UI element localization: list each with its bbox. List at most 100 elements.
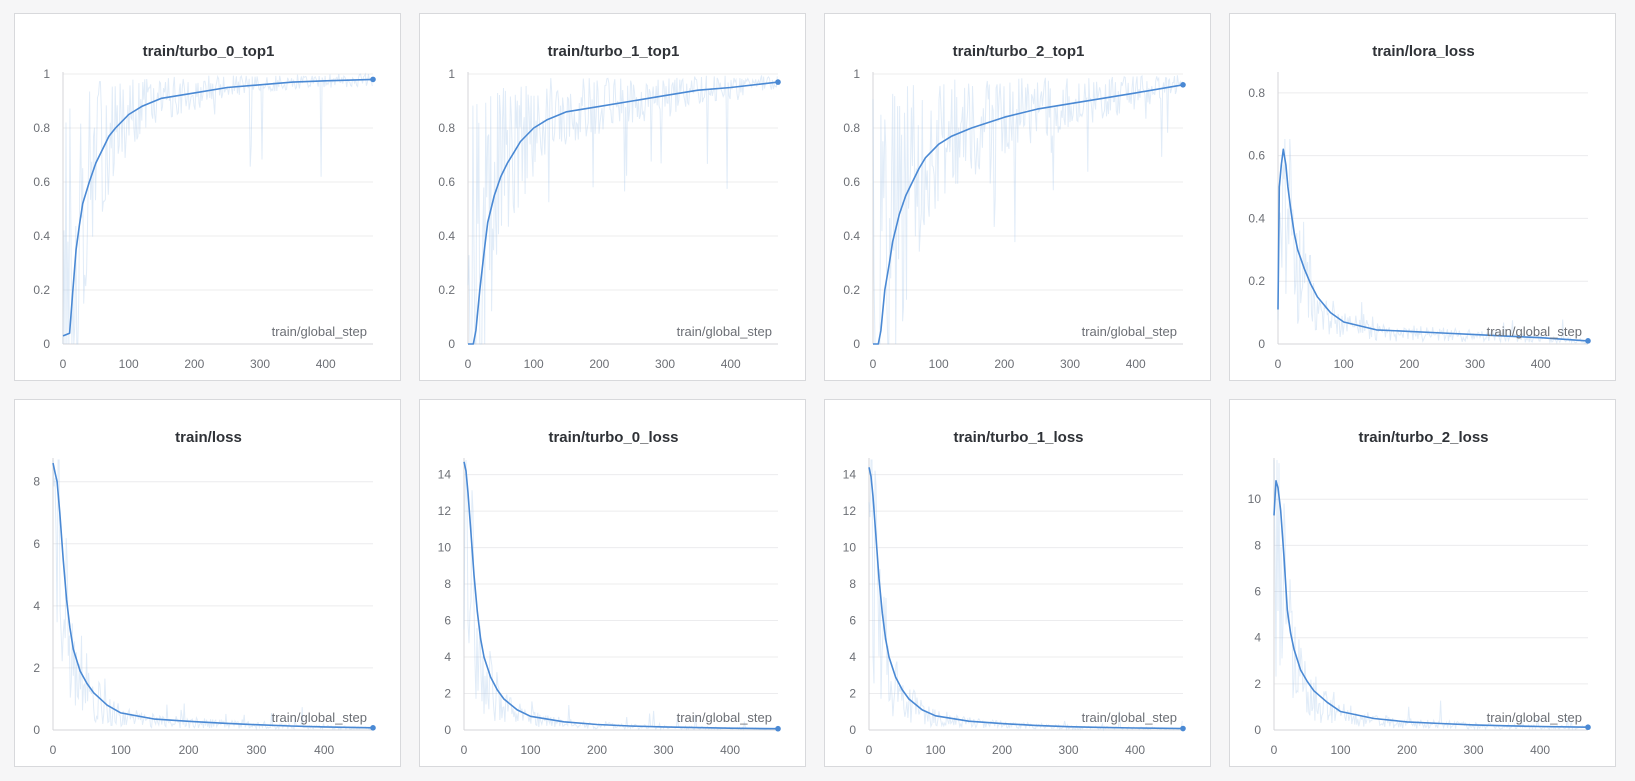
x-tick-label: 300 <box>1059 743 1079 757</box>
chart-panel-turbo-1-top1[interactable]: train/turbo_1_top1 0 0.2 0.4 0.6 0.8 1 0 100 200 3… <box>419 13 806 381</box>
y-tick-label: 0.6 <box>843 175 860 189</box>
y-tick-label: 0.8 <box>33 121 50 135</box>
chart-svg: train/turbo_2_top1 0 0.2 0.4 0.6 0.8 1 0 100 200 3… <box>843 43 1186 371</box>
y-tick-label: 1 <box>43 67 50 81</box>
x-tick-label: 0 <box>1275 357 1282 371</box>
y-tick-label: 8 <box>33 475 40 489</box>
chart-svg: train/turbo_0_loss 0 2 4 6 8 10 12 14 0 100 200 300 4… <box>438 429 781 757</box>
chart-panel-turbo-2-top1[interactable]: train/turbo_2_top1 0 0.2 0.4 0.6 0.8 1 0 100 200 3… <box>824 13 1211 381</box>
raw-series-line <box>52 459 373 731</box>
x-tick-label: 200 <box>589 357 609 371</box>
x-tick-label: 300 <box>654 743 674 757</box>
y-tick-label: 0.2 <box>1248 274 1265 288</box>
y-tick-label: 0.4 <box>438 229 455 243</box>
x-axis-label: train/global_step <box>677 710 772 725</box>
y-tick-label: 6 <box>849 614 856 628</box>
series-end-point[interactable] <box>1585 724 1591 731</box>
smoothed-series-line <box>468 81 779 345</box>
x-tick-label: 400 <box>1125 743 1145 757</box>
smoothed-series-line <box>873 84 1184 345</box>
y-tick-label: 14 <box>843 468 857 482</box>
y-tick-label: 10 <box>843 541 857 555</box>
y-tick-label: 0.8 <box>1248 86 1265 100</box>
chart-svg: train/turbo_1_top1 0 0.2 0.4 0.6 0.8 1 0 100 200 3… <box>438 43 781 371</box>
chart-title: train/turbo_0_top1 <box>143 43 275 60</box>
y-tick-label: 2 <box>849 687 856 701</box>
y-tick-label: 10 <box>1248 492 1262 506</box>
y-tick-label: 12 <box>438 504 452 518</box>
smoothed-series-line <box>62 78 374 337</box>
y-tick-label: 0.8 <box>438 121 455 135</box>
series-end-point[interactable] <box>370 725 376 731</box>
x-tick-label: 400 <box>1126 357 1146 371</box>
chart-title: train/turbo_0_loss <box>548 429 678 446</box>
smoothed-series-line <box>1277 148 1589 342</box>
series-end-point[interactable] <box>775 725 781 732</box>
x-tick-label: 0 <box>870 357 877 371</box>
chart-title: train/lora_loss <box>1372 43 1475 60</box>
x-tick-label: 300 <box>655 357 675 371</box>
x-tick-label: 200 <box>994 357 1014 371</box>
chart-title: train/turbo_2_top1 <box>953 43 1085 60</box>
x-tick-label: 300 <box>1060 357 1080 371</box>
chart-panel-loss[interactable]: train/loss 0 2 4 6 8 0 100 200 300 400 train/global… <box>14 399 401 767</box>
series-end-point[interactable] <box>1180 82 1186 88</box>
y-tick-label: 6 <box>444 614 451 628</box>
x-tick-label: 100 <box>926 743 946 757</box>
x-tick-label: 100 <box>119 357 139 371</box>
chart-svg: train/turbo_0_top1 0 0.2 0.4 0.6 0.8 1 0 100 200 3… <box>33 43 376 371</box>
y-tick-label: 0.4 <box>843 229 860 243</box>
y-tick-label: 12 <box>843 504 857 518</box>
series-end-point[interactable] <box>1585 338 1591 344</box>
x-tick-label: 100 <box>521 743 541 757</box>
y-tick-label: 0.4 <box>1248 211 1265 225</box>
chart-title: train/loss <box>175 429 242 446</box>
series-end-point[interactable] <box>1180 725 1186 732</box>
chart-panel-turbo-0-top1[interactable]: train/turbo_0_top1 0 0.2 0.4 0.6 0.8 1 0 100 200 3… <box>14 13 401 381</box>
chart-panel-turbo-2-loss[interactable]: train/turbo_2_loss 0 2 4 6 8 10 0 100 200 300 400 tr… <box>1229 399 1616 767</box>
chart-title: train/turbo_1_loss <box>953 429 1083 446</box>
y-tick-label: 0.2 <box>843 283 860 297</box>
x-tick-label: 400 <box>720 743 740 757</box>
smoothed-series-line <box>52 462 374 729</box>
chart-panel-lora-loss[interactable]: train/lora_loss 0 0.2 0.4 0.6 0.8 0 100 200 300 40… <box>1229 13 1616 381</box>
y-tick-label: 0 <box>43 337 50 351</box>
x-tick-label: 400 <box>721 357 741 371</box>
x-tick-label: 0 <box>461 743 468 757</box>
smoothed-series-line <box>463 461 779 730</box>
y-tick-label: 8 <box>849 577 856 591</box>
x-tick-label: 300 <box>1465 357 1485 371</box>
x-tick-label: 400 <box>316 357 336 371</box>
series-end-point[interactable] <box>775 79 781 85</box>
chart-svg: train/lora_loss 0 0.2 0.4 0.6 0.8 0 100 200 300 40… <box>1248 43 1591 371</box>
chart-svg: train/turbo_1_loss 0 2 4 6 8 10 12 14 0 100 200 300 4… <box>843 429 1186 757</box>
x-axis-label: train/global_step <box>1082 710 1177 725</box>
x-tick-label: 0 <box>465 357 472 371</box>
y-tick-label: 4 <box>849 650 856 664</box>
y-tick-label: 6 <box>33 537 40 551</box>
y-tick-label: 0 <box>448 337 455 351</box>
y-tick-label: 8 <box>444 577 451 591</box>
chart-panel-turbo-1-loss[interactable]: train/turbo_1_loss 0 2 4 6 8 10 12 14 0 100 200 300 4… <box>824 399 1211 767</box>
y-tick-label: 1 <box>853 67 860 81</box>
x-tick-label: 400 <box>1531 357 1551 371</box>
y-tick-label: 0.2 <box>438 283 455 297</box>
x-tick-label: 300 <box>250 357 270 371</box>
x-tick-label: 200 <box>179 743 199 757</box>
x-tick-label: 200 <box>587 743 607 757</box>
series-end-point[interactable] <box>370 76 376 83</box>
y-tick-label: 14 <box>438 468 452 482</box>
y-tick-label: 6 <box>1254 585 1261 599</box>
y-tick-label: 0.6 <box>33 175 50 189</box>
y-tick-label: 2 <box>444 687 451 701</box>
chart-title: train/turbo_1_top1 <box>548 43 680 60</box>
raw-series-line <box>872 74 1183 345</box>
y-tick-label: 2 <box>1254 677 1261 691</box>
chart-panel-turbo-0-loss[interactable]: train/turbo_0_loss 0 2 4 6 8 10 12 14 0 100 200 300 4… <box>419 399 806 767</box>
x-tick-label: 400 <box>1530 743 1550 757</box>
x-tick-label: 400 <box>314 743 334 757</box>
x-tick-label: 0 <box>50 743 57 757</box>
y-tick-label: 4 <box>1254 631 1261 645</box>
x-tick-label: 300 <box>246 743 266 757</box>
